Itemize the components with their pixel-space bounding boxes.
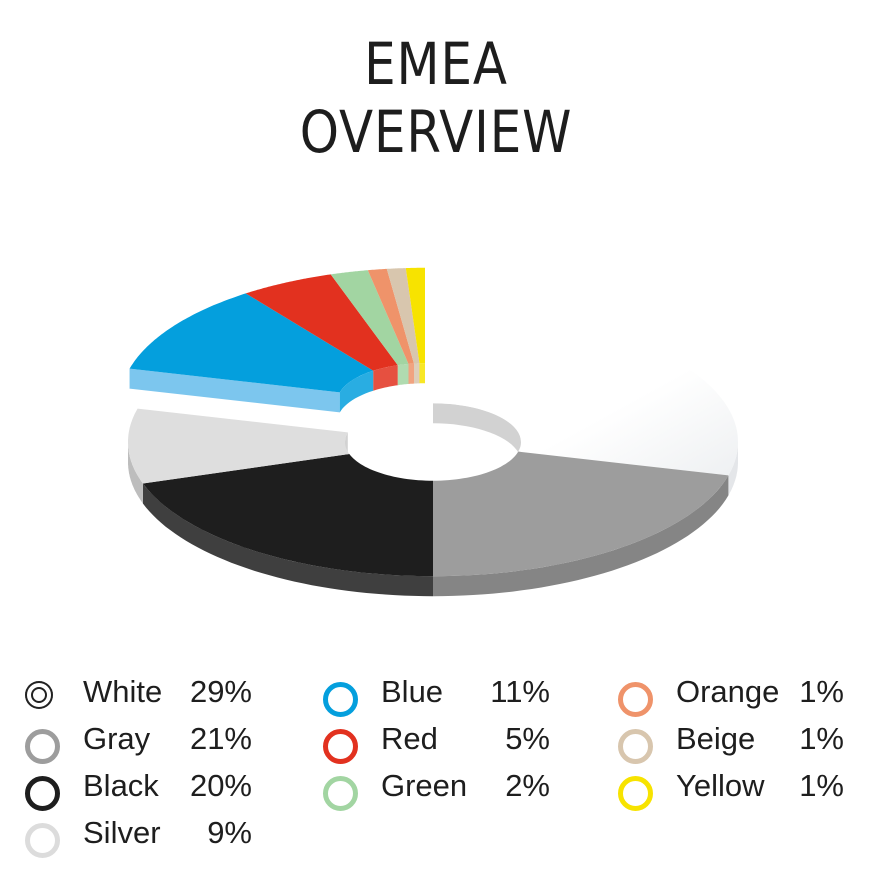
slice-side-silver: [128, 442, 143, 504]
legend-label-yellow: Yellow: [676, 768, 765, 803]
legend-swatch-yellow: [618, 776, 653, 811]
legend-swatch-black: [25, 776, 60, 811]
chart-title-line-2: OVERVIEW: [299, 98, 573, 166]
legend-label-white: White: [83, 674, 163, 709]
slice-orange: [367, 268, 414, 364]
legend-swatch-silver: [25, 823, 60, 858]
hole-lip-orange: [408, 363, 414, 384]
legend-swatch-white: [25, 681, 53, 709]
legend-value-gray: 21%: [189, 721, 252, 756]
legend-swatch-gray: [25, 729, 60, 764]
slice-side-gray: [433, 475, 729, 597]
hole-lip-yellow: [419, 363, 425, 384]
legend-value-yellow: 1%: [799, 768, 844, 803]
slice-side-white: [728, 442, 738, 496]
slice-beige: [386, 268, 420, 364]
slice-yellow: [405, 267, 425, 364]
legend-value-orange: 1%: [799, 674, 844, 709]
legend-value-red: 5%: [505, 721, 550, 756]
slice-black: [142, 454, 433, 577]
legend-value-blue: 11%: [490, 674, 550, 709]
slice-green: [330, 270, 409, 366]
legend-swatch-red: [323, 729, 358, 764]
legend-label-black: Black: [83, 768, 159, 803]
legend-label-gray: Gray: [83, 721, 151, 756]
donut-chart: [128, 267, 738, 597]
hole-wall: [433, 403, 521, 462]
legend-value-beige: 1%: [799, 721, 844, 756]
hole-lip-blue: [339, 370, 374, 413]
legend-label-red: Red: [381, 721, 438, 756]
legend-label-blue: Blue: [381, 674, 444, 709]
slice-red: [245, 274, 398, 371]
legend-label-silver: Silver: [83, 815, 161, 850]
hole-lip-green: [397, 364, 409, 386]
slice-side-black: [142, 483, 433, 597]
chart-title-line-1: EMEA: [364, 30, 508, 98]
slice-gray: [433, 451, 729, 577]
slice-blue: [129, 293, 374, 393]
legend-value-silver: 9%: [207, 815, 252, 850]
slice-white: [433, 307, 738, 476]
hole-lip-beige: [414, 363, 420, 384]
legend-swatch-orange: [618, 682, 653, 717]
exploded-edge: [129, 368, 340, 413]
legend-value-green: 2%: [505, 768, 550, 803]
legend-label-beige: Beige: [676, 721, 756, 756]
legend-value-white: 29%: [189, 674, 252, 709]
legend-swatch-blue: [323, 682, 358, 717]
legend-swatch-beige: [618, 729, 653, 764]
legend-label-green: Green: [381, 768, 468, 803]
legend-label-orange: Orange: [676, 674, 780, 709]
legend-swatch-green: [323, 776, 358, 811]
slice-silver: [128, 408, 350, 484]
hole-lip-red: [373, 365, 398, 391]
legend-value-black: 20%: [189, 768, 252, 803]
